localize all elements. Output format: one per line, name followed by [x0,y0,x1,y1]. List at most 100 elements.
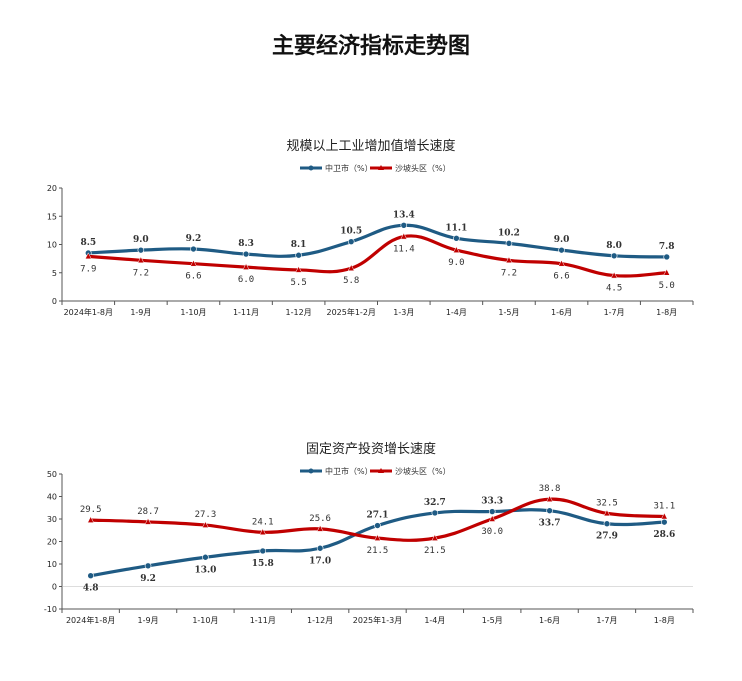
series-line-2 [86,234,669,278]
data-label: 6.6 [553,272,569,282]
data-label: 38.8 [539,484,561,494]
chart-title: 固定资产投资增长速度 [306,441,436,457]
data-label: 8.1 [291,240,307,250]
data-point [488,508,496,515]
x-tick-label: 1-12月 [286,308,312,317]
data-label: 7.2 [501,268,517,278]
data-label: 27.1 [367,511,389,521]
data-label: 32.5 [596,498,618,508]
data-label: 28.6 [653,530,675,540]
x-tick-label: 1-12月 [307,616,333,625]
y-tick-label: 20 [47,538,57,547]
data-point [144,562,152,570]
data-point [610,252,618,260]
data-label: 13.4 [393,210,415,220]
data-label: 25.6 [309,514,331,524]
x-tick-label: 1-8月 [656,308,677,317]
data-label: 8.0 [606,241,622,251]
data-label: 5.8 [343,276,359,286]
data-point [374,522,381,529]
data-label: 9.2 [186,234,202,244]
data-label: 5.5 [290,278,306,288]
data-label: 9.0 [448,258,464,268]
x-tick-label: 1-7月 [604,308,625,317]
data-point [259,547,267,555]
chart-title: 规模以上工业增加值增长速度 [286,138,455,154]
data-point [137,256,145,264]
data-label: 28.7 [137,507,159,517]
y-tick-label: 0 [52,583,57,592]
data-label: 9.2 [140,574,156,584]
data-label: 10.2 [498,228,520,238]
data-point [295,251,302,259]
data-label: 27.9 [596,532,618,542]
legend-label: 沙坡头区（%） [395,163,451,173]
x-tick-label: 1-9月 [138,616,159,625]
data-label: 30.0 [481,527,503,537]
data-point [660,512,668,520]
legend-label: 沙坡头区（%） [395,466,451,476]
data-point [453,234,460,242]
data-label: 11.4 [393,245,415,255]
x-tick-label: 1-6月 [551,308,572,317]
data-label: 6.0 [238,275,254,285]
legend-label: 中卫市（%） [325,163,373,173]
data-label: 27.3 [195,510,217,520]
data-label: 13.0 [194,565,216,575]
legend-label: 中卫市（%） [325,466,373,476]
data-label: 32.7 [424,498,446,508]
data-point [546,495,553,502]
data-point [87,572,94,579]
data-point [663,268,671,276]
data-point [316,544,324,552]
y-tick-label: 30 [47,515,57,524]
data-point [431,534,439,541]
x-tick-label: 2025年1-3月 [353,615,402,625]
x-tick-label: 1-5月 [482,616,503,625]
data-label: 4.8 [83,584,99,594]
data-point [505,240,513,247]
data-point [84,252,92,260]
data-point [242,250,250,258]
data-point [603,509,611,517]
data-point [558,246,565,254]
data-point [347,264,355,271]
legend-marker-triangle [378,468,384,473]
data-point [259,528,267,536]
data-point [400,232,408,240]
x-tick-label: 1-4月 [446,308,467,317]
x-tick-label: 1-10月 [180,308,206,317]
legend-item-1: 中卫市（%） [300,163,373,173]
data-label: 17.0 [309,556,331,566]
legend-marker-triangle [378,165,384,170]
data-label: 4.5 [606,284,622,294]
x-tick-label: 1-6月 [539,616,560,625]
x-tick-label: 2024年1-8月 [64,307,113,317]
x-tick-label: 1-9月 [130,308,151,317]
x-tick-label: 1-7月 [596,616,617,625]
data-label: 10.5 [340,227,362,237]
x-tick-label: 1-4月 [424,616,445,625]
data-point [374,534,381,541]
data-label: 9.0 [133,235,149,245]
data-point [316,524,324,532]
legend-marker-circle [308,468,314,474]
data-label: 5.0 [659,281,675,291]
data-label: 7.8 [659,242,675,252]
data-point [144,517,152,525]
legend-item-2: 沙坡头区（%） [370,466,451,476]
x-tick-label: 1-11月 [233,308,259,317]
data-label: 33.3 [481,497,503,507]
y-tick-label: -10 [44,605,57,614]
data-label: 7.9 [80,264,96,274]
data-label: 21.5 [424,546,446,556]
data-point [202,521,209,528]
x-tick-label: 2024年1-8月 [66,615,115,625]
x-tick-label: 2025年1-2月 [326,307,375,317]
data-point [546,507,553,514]
data-label: 8.5 [80,238,96,248]
data-point [242,263,250,270]
data-label: 21.5 [367,546,389,556]
